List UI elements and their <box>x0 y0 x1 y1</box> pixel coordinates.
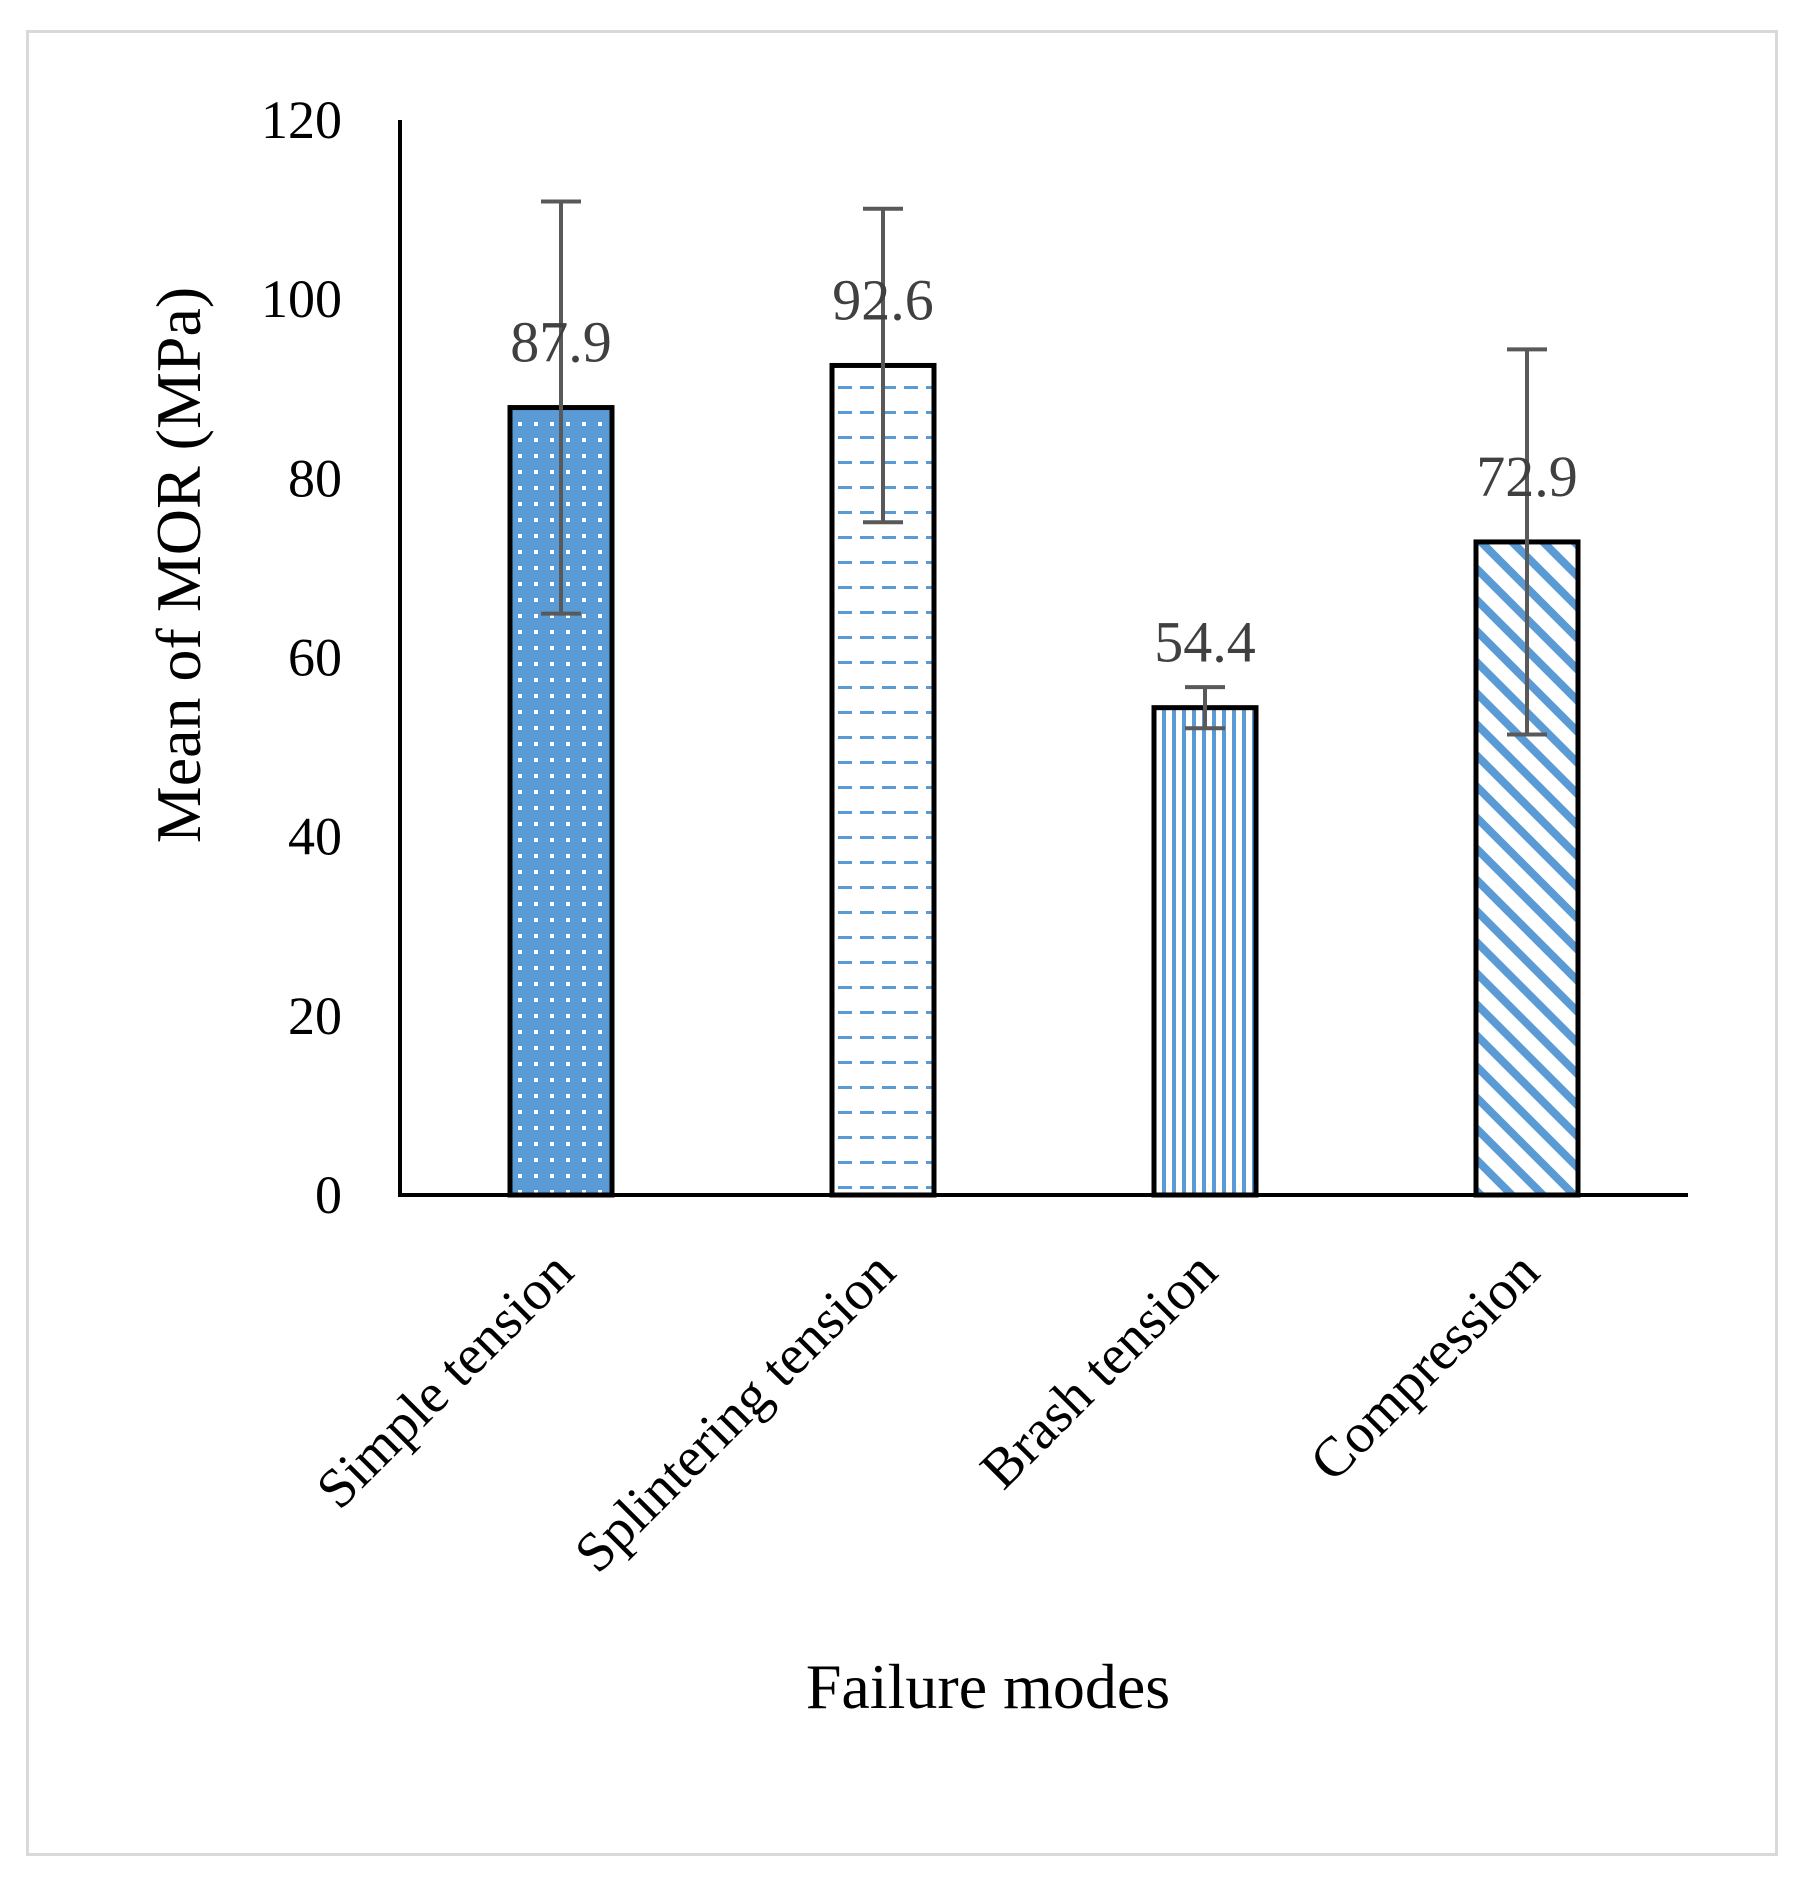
error-bar <box>541 199 581 616</box>
y-tick-label: 40 <box>288 807 342 867</box>
data-labels: 87.9 92.6 54.4 72.9 <box>510 267 1578 674</box>
y-axis-ticks: 0 20 40 60 80 100 120 <box>261 90 342 1225</box>
error-bar <box>1185 685 1225 731</box>
y-tick-label: 120 <box>261 90 342 150</box>
error-bar <box>863 206 903 525</box>
y-tick-label: 80 <box>288 448 342 508</box>
x-axis-title: Failure modes <box>806 1651 1170 1722</box>
x-tick-label: Brash tension <box>969 1240 1230 1501</box>
y-axis-title: Mean of MOR (MPa) <box>143 287 214 843</box>
x-tick-label: Simple tension <box>305 1240 585 1520</box>
y-tick-label: 60 <box>288 628 342 688</box>
data-label: 72.9 <box>1476 444 1578 509</box>
bar-compression <box>1473 539 1581 1198</box>
y-tick-label: 0 <box>315 1165 342 1225</box>
data-label: 87.9 <box>510 310 612 375</box>
data-label: 92.6 <box>832 267 934 332</box>
bars <box>507 362 1581 1198</box>
error-bars <box>541 199 1547 737</box>
x-tick-label: Compression <box>1298 1240 1551 1493</box>
data-label: 54.4 <box>1154 610 1256 675</box>
bar-brash-tension <box>1151 705 1259 1198</box>
y-tick-label: 20 <box>288 986 342 1046</box>
error-bar <box>1507 347 1547 737</box>
y-tick-label: 100 <box>261 269 342 329</box>
x-tick-label: Splintering tension <box>563 1240 907 1584</box>
